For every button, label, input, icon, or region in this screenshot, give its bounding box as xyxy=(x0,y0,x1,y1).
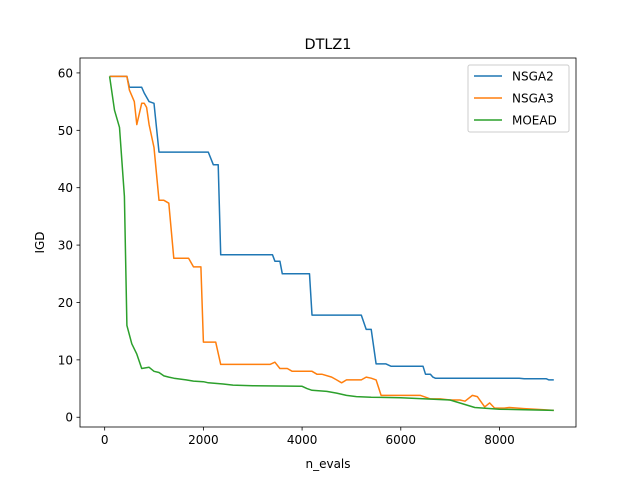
chart-title: DTLZ1 xyxy=(305,37,352,53)
y-tick-label: 10 xyxy=(58,353,73,367)
x-tick-label: 8000 xyxy=(484,433,515,447)
y-tick-label: 0 xyxy=(65,411,73,425)
y-tick-label: 60 xyxy=(58,66,73,80)
legend-box xyxy=(467,64,570,133)
x-tick-label: 2000 xyxy=(188,433,219,447)
y-tick-label: 20 xyxy=(58,296,73,310)
y-tick-label: 40 xyxy=(58,181,73,195)
y-tick-label: 50 xyxy=(58,124,73,138)
x-tick-label: 6000 xyxy=(386,433,417,447)
legend-label-moead: MOEAD xyxy=(512,114,557,128)
y-tick-label: 30 xyxy=(58,239,73,253)
series-line-nsga2 xyxy=(109,75,554,381)
legend: NSGA2 NSGA3 MOEAD xyxy=(467,64,570,133)
x-axis-ticks: 0 2000 4000 6000 8000 xyxy=(101,427,515,447)
y-axis-ticks: 0 10 20 30 40 50 60 xyxy=(58,66,80,425)
plot-area xyxy=(108,75,554,412)
x-tick-label: 4000 xyxy=(287,433,318,447)
series-line-moead xyxy=(108,76,554,412)
y-axis-label: IGD xyxy=(33,231,47,253)
legend-label-nsga3: NSGA3 xyxy=(512,92,554,106)
x-axis-label: n_evals xyxy=(305,457,350,471)
series-line-nsga3 xyxy=(109,75,554,412)
x-tick-label: 0 xyxy=(101,433,109,447)
axes-frame xyxy=(79,57,577,428)
legend-label-nsga2: NSGA2 xyxy=(512,70,554,84)
